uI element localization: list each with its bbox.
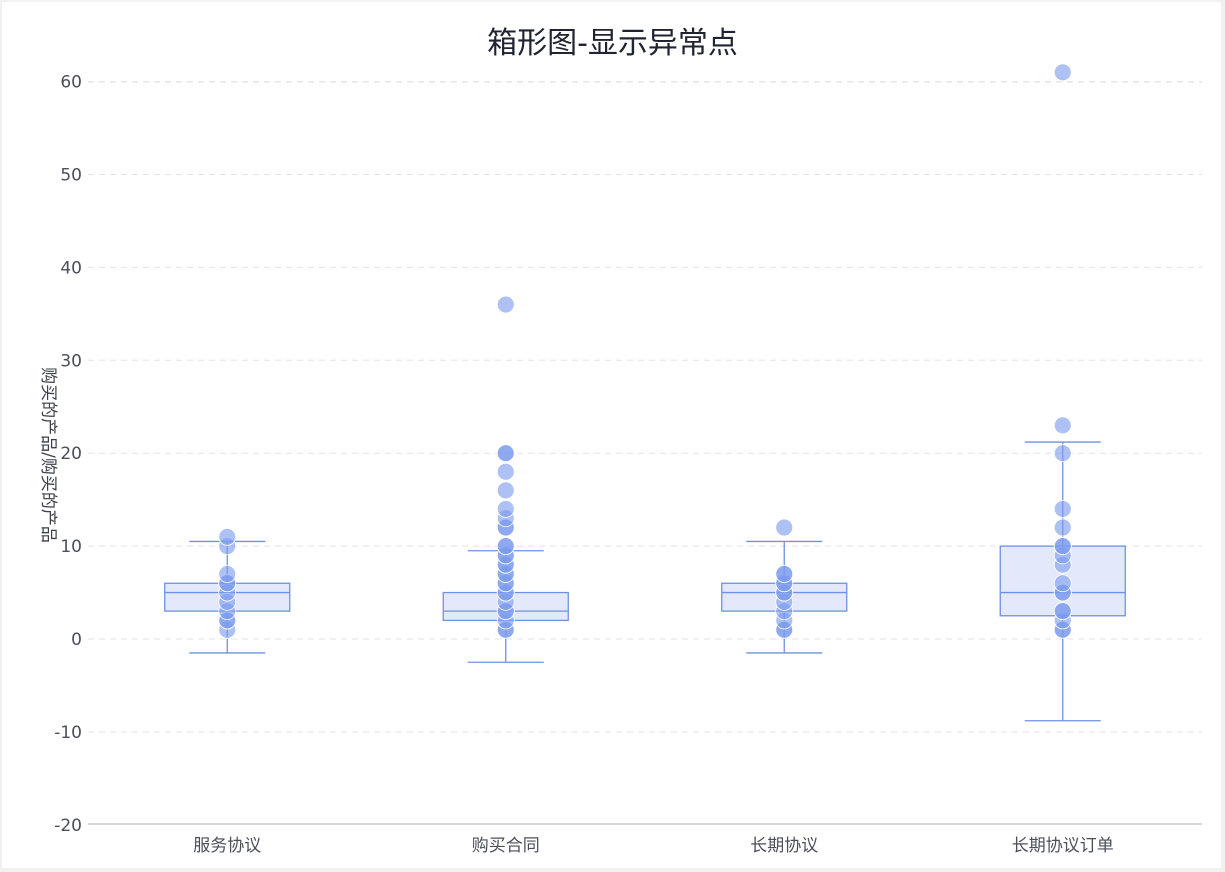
data-point xyxy=(1053,416,1072,435)
box-group xyxy=(721,518,848,654)
grid-lines xyxy=(88,81,1202,733)
data-point xyxy=(775,565,794,583)
x-category-label: 长期协议订单 xyxy=(1012,836,1114,856)
y-tick-label: 10 xyxy=(60,537,82,557)
data-point xyxy=(1053,537,1072,555)
y-tick-label: -10 xyxy=(54,723,82,743)
data-point xyxy=(218,565,237,583)
y-axis-ticks: 60 50 40 30 20 10 0 -10 -20 xyxy=(54,73,82,836)
x-axis-categories: 服务协议 购买合同 长期协议 长期协议订单 xyxy=(193,836,1114,856)
box-group xyxy=(999,63,1126,722)
data-point xyxy=(1053,518,1072,537)
y-tick-label: 60 xyxy=(60,73,82,93)
y-tick-label: -20 xyxy=(54,816,82,836)
data-point xyxy=(496,462,515,481)
data-point xyxy=(1053,500,1072,518)
y-tick-label: 0 xyxy=(71,630,82,650)
x-category-label: 长期协议 xyxy=(750,836,818,856)
y-tick-label: 30 xyxy=(60,351,82,371)
data-point xyxy=(1053,444,1072,463)
data-point xyxy=(775,518,794,537)
y-axis-label: 购买的产品/购买的产品 xyxy=(38,367,58,543)
boxes xyxy=(164,63,1126,722)
y-tick-label: 40 xyxy=(60,258,82,278)
y-tick-label: 20 xyxy=(60,444,82,464)
x-category-label: 购买合同 xyxy=(472,836,540,856)
data-point xyxy=(496,481,515,500)
chart-title: 箱形图-显示异常点 xyxy=(487,26,738,61)
data-point xyxy=(496,500,515,518)
box-group xyxy=(164,527,291,654)
data-point xyxy=(1053,602,1072,621)
data-point xyxy=(1053,574,1072,593)
data-point xyxy=(218,527,237,546)
box-group xyxy=(442,295,569,663)
x-category-label: 服务协议 xyxy=(193,836,261,856)
data-point xyxy=(496,444,515,463)
data-point xyxy=(496,537,515,555)
data-point xyxy=(1053,63,1072,82)
data-point xyxy=(496,295,515,314)
y-tick-label: 50 xyxy=(60,166,82,186)
